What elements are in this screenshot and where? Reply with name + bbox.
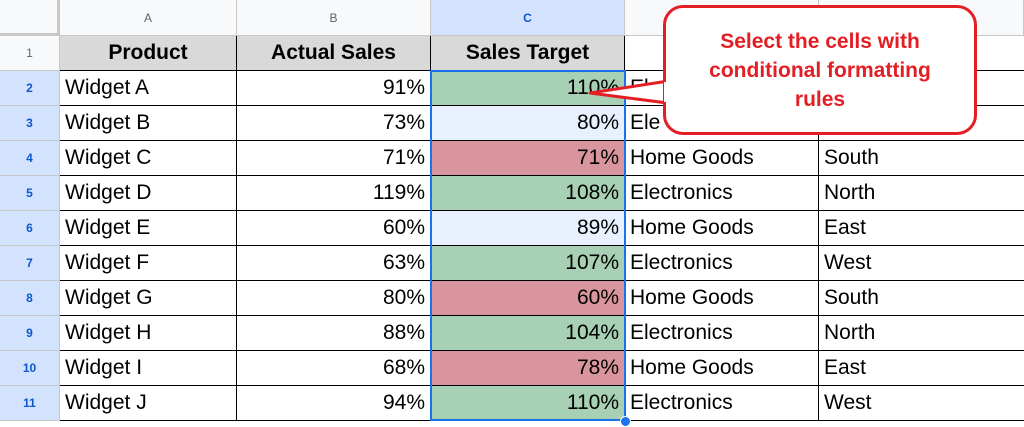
cell-actual-sales[interactable]: 80% — [237, 281, 431, 316]
header-cell-product[interactable]: Product — [60, 36, 237, 71]
row-header-7[interactable]: 7 — [0, 246, 60, 281]
column-header-a[interactable]: A — [60, 0, 237, 36]
cell-region[interactable]: East — [819, 351, 1024, 386]
cell-product[interactable]: Widget E — [60, 211, 237, 246]
cell-region[interactable]: West — [819, 246, 1024, 281]
row-header-6[interactable]: 6 — [0, 211, 60, 246]
cell-product[interactable]: Widget A — [60, 71, 237, 106]
row-header-11[interactable]: 11 — [0, 386, 60, 421]
cell-region[interactable]: North — [819, 316, 1024, 351]
cell-category[interactable]: Home Goods — [625, 211, 819, 246]
cell-actual-sales[interactable]: 60% — [237, 211, 431, 246]
cell-actual-sales[interactable]: 68% — [237, 351, 431, 386]
cell-category[interactable]: Home Goods — [625, 351, 819, 386]
fill-handle[interactable] — [620, 416, 631, 427]
cell-actual-sales[interactable]: 73% — [237, 106, 431, 141]
cell-actual-sales[interactable]: 119% — [237, 176, 431, 211]
callout-text: Select the cells with conditional format… — [709, 29, 931, 111]
cell-product[interactable]: Widget B — [60, 106, 237, 141]
cell-actual-sales[interactable]: 91% — [237, 71, 431, 106]
cell-product[interactable]: Widget G — [60, 281, 237, 316]
header-cell-actual-sales[interactable]: Actual Sales — [237, 36, 431, 71]
cell-region[interactable]: West — [819, 386, 1024, 421]
cell-sales-target[interactable]: 78% — [431, 351, 625, 386]
column-header-c[interactable]: C — [431, 0, 625, 36]
cell-region[interactable]: South — [819, 141, 1024, 176]
cell-product[interactable]: Widget H — [60, 316, 237, 351]
cell-actual-sales[interactable]: 71% — [237, 141, 431, 176]
cell-sales-target[interactable]: 110% — [431, 386, 625, 421]
row-header-8[interactable]: 8 — [0, 281, 60, 316]
cell-category[interactable]: Electronics — [625, 316, 819, 351]
cell-category[interactable]: Electronics — [625, 386, 819, 421]
cell-category[interactable]: Home Goods — [625, 281, 819, 316]
cell-sales-target[interactable]: 107% — [431, 246, 625, 281]
cell-region[interactable]: East — [819, 211, 1024, 246]
cell-product[interactable]: Widget D — [60, 176, 237, 211]
cell-category[interactable]: Electronics — [625, 176, 819, 211]
cell-sales-target[interactable]: 60% — [431, 281, 625, 316]
callout-box: Select the cells with conditional format… — [663, 5, 977, 135]
row-header-9[interactable]: 9 — [0, 316, 60, 351]
cell-region[interactable] — [819, 106, 1024, 141]
row-header-1[interactable]: 1 — [0, 36, 60, 71]
cell-sales-target[interactable]: 89% — [431, 211, 625, 246]
row-header-5[interactable]: 5 — [0, 176, 60, 211]
cell-actual-sales[interactable]: 63% — [237, 246, 431, 281]
cell-actual-sales[interactable]: 94% — [237, 386, 431, 421]
cell-category[interactable]: Home Goods — [625, 141, 819, 176]
cell-product[interactable]: Widget I — [60, 351, 237, 386]
cell-sales-target[interactable]: 108% — [431, 176, 625, 211]
row-header-10[interactable]: 10 — [0, 351, 60, 386]
cell-region[interactable]: North — [819, 176, 1024, 211]
row-header-2[interactable]: 2 — [0, 71, 60, 106]
cell-actual-sales[interactable]: 88% — [237, 316, 431, 351]
cell-product[interactable]: Widget J — [60, 386, 237, 421]
cell-sales-target[interactable]: 80% — [431, 106, 625, 141]
row-header-3[interactable]: 3 — [0, 106, 60, 141]
header-cell-sales-target[interactable]: Sales Target — [431, 36, 625, 71]
select-all-corner[interactable] — [0, 0, 60, 36]
cell-sales-target[interactable]: 71% — [431, 141, 625, 176]
cell-sales-target[interactable]: 104% — [431, 316, 625, 351]
cell-region[interactable]: South — [819, 281, 1024, 316]
cell-category[interactable]: Electronics — [625, 246, 819, 281]
cell-product[interactable]: Widget C — [60, 141, 237, 176]
column-header-b[interactable]: B — [237, 0, 431, 36]
cell-product[interactable]: Widget F — [60, 246, 237, 281]
cell-sales-target[interactable]: 110% — [431, 71, 625, 106]
row-header-4[interactable]: 4 — [0, 141, 60, 176]
